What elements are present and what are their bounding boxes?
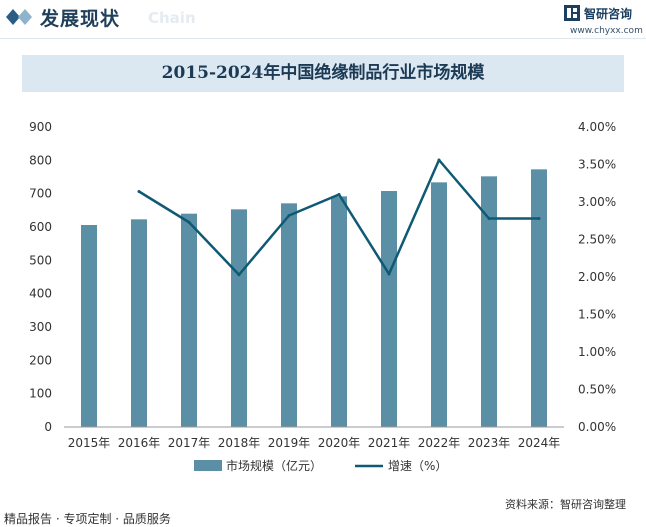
y-left-tick-label: 100 [29, 387, 52, 401]
bar-market-size [331, 196, 347, 427]
y-left-tick-label: 400 [29, 287, 52, 301]
footer-tagline: 精品报告 · 专项定制 · 品质服务 [4, 512, 171, 526]
line-point-growth [287, 214, 291, 217]
section-title: 发展现状 [40, 8, 121, 30]
y-right-tick-label: 1.00% [578, 345, 616, 359]
line-point-growth [187, 220, 191, 224]
double-chevron-icon [6, 9, 32, 25]
line-point-growth [437, 158, 441, 162]
bar-market-size [431, 182, 447, 427]
x-tick-label: 2022年 [418, 436, 461, 450]
y-left-tick-label: 300 [29, 320, 52, 334]
bar-market-size [81, 225, 97, 427]
x-tick-label: 2018年 [218, 436, 261, 450]
line-point-growth [137, 190, 141, 193]
legend-label-growth: 增速（%） [388, 459, 447, 473]
y-right-tick-label: 4.00% [578, 120, 616, 134]
x-tick-label: 2023年 [468, 436, 511, 450]
line-point-growth [537, 217, 541, 220]
y-right-tick-label: 0.00% [578, 420, 616, 434]
bar-market-size [231, 209, 247, 427]
line-point-growth [487, 217, 491, 220]
bar-market-size [531, 169, 547, 428]
legend-label-market-size: 市场规模（亿元） [226, 458, 322, 473]
y-left-tick-label: 200 [29, 353, 52, 367]
x-tick-label: 2017年 [168, 436, 211, 450]
logo-name: 智研咨询 [584, 7, 633, 21]
x-tick-label: 2016年 [118, 436, 161, 450]
brand-logo: 智研咨询 www.chyxx.com [564, 4, 643, 40]
logo-url: www.chyxx.com [570, 26, 643, 36]
logo-mark-icon [564, 5, 580, 21]
bar-market-size [131, 219, 147, 427]
x-tick-label: 2020年 [318, 436, 361, 450]
y-right-tick-label: 2.00% [578, 270, 616, 284]
legend-swatch-market-size [194, 460, 222, 471]
line-point-growth [237, 273, 241, 277]
y-right-tick-label: 3.00% [578, 195, 616, 209]
line-point-growth [337, 193, 341, 196]
x-tick-label: 2021年 [368, 436, 411, 450]
y-left-tick-label: 600 [29, 220, 52, 234]
page-header: 发展现状 Chain 智研咨询 www.chyxx.com [0, 0, 646, 39]
chart-title-box: 2015-2024年中国绝缘制品行业市场规模 [22, 55, 624, 92]
y-right-tick-label: 2.50% [578, 233, 616, 247]
y-right-tick-label: 0.50% [578, 383, 616, 397]
x-tick-label: 2019年 [268, 436, 311, 450]
y-left-tick-label: 700 [29, 187, 52, 201]
y-right-tick-label: 1.50% [578, 308, 616, 322]
y-left-tick-label: 800 [29, 153, 52, 167]
bar-market-size [181, 213, 197, 427]
source-note: 资料来源：智研咨询整理 [505, 498, 626, 511]
bar-market-size [381, 191, 397, 427]
chart-title: 2015-2024年中国绝缘制品行业市场规模 [161, 63, 485, 83]
y-left-tick-label: 500 [29, 253, 52, 267]
y-left-tick-label: 900 [29, 120, 52, 134]
y-right-tick-label: 3.50% [578, 158, 616, 172]
x-tick-label: 2015年 [68, 436, 111, 450]
header-divider [0, 38, 646, 39]
bar-market-size [281, 203, 297, 427]
section-subtitle: Chain [148, 9, 196, 27]
x-tick-label: 2024年 [518, 436, 561, 450]
y-left-tick-label: 0 [44, 420, 52, 434]
bar-market-size [481, 176, 497, 427]
line-point-growth [387, 272, 391, 276]
